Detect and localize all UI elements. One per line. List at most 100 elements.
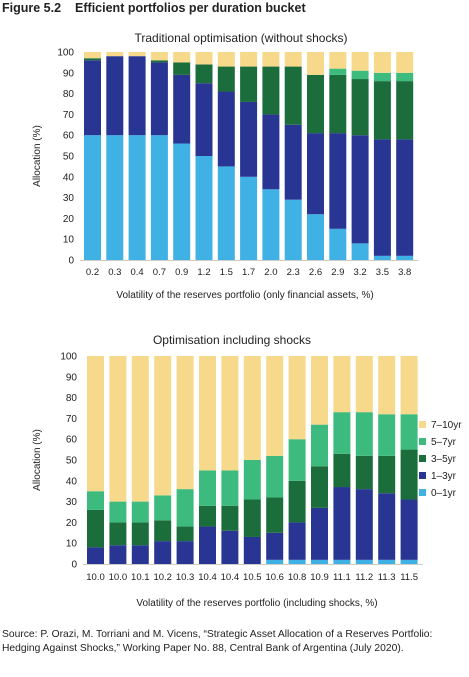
bar-segment-0-1yr <box>106 135 124 260</box>
y-tick-label: 30 <box>66 497 78 508</box>
bar-segment-7-10yr <box>351 52 369 71</box>
legend-swatch-0-1yr <box>419 489 426 496</box>
x-tick-label: 10.1 <box>131 572 150 583</box>
x-tick-label: 11.5 <box>400 572 418 583</box>
bar-segment-0-1yr <box>262 189 280 260</box>
bar-segment-7-10yr <box>173 52 191 63</box>
x-tick-label: 3.5 <box>376 267 389 278</box>
bar-segment-7-10yr <box>284 52 302 67</box>
bar-segment-1-3yr <box>243 536 261 564</box>
x-tick-label: 10.4 <box>198 572 217 583</box>
x-tick-label: 2.0 <box>264 267 277 278</box>
y-tick-label: 0 <box>68 256 74 267</box>
bar-segment-1-3yr <box>266 532 284 560</box>
y-tick-label: 50 <box>66 456 78 467</box>
x-axis-label: Volatility of the reserves portfolio (on… <box>116 290 373 301</box>
legend-label-3-5yr: 3–5yr <box>431 454 457 465</box>
x-tick-label: 10.0 <box>109 572 128 583</box>
bar-segment-0-1yr <box>400 559 418 564</box>
bar-segment-5-7yr <box>199 470 216 506</box>
bar-segment-5-7yr <box>311 424 328 467</box>
y-tick-label: 80 <box>63 89 75 100</box>
legend-swatch-7-10yr <box>419 421 426 428</box>
y-tick-label: 90 <box>66 372 78 383</box>
bar-segment-7-10yr <box>333 356 351 413</box>
bar-segment-3-5yr <box>288 480 306 523</box>
bar-segment-5-7yr <box>329 68 347 75</box>
y-tick-label: 60 <box>63 131 75 142</box>
chart-title: Optimisation including shocks <box>153 333 311 347</box>
bar-segment-7-10yr <box>154 356 172 496</box>
x-tick-label: 1.7 <box>242 267 255 278</box>
legend: 7–10yr 5–7yr 3–5yr 1–3yr 0–1yr <box>419 420 462 499</box>
bar-segment-3-5yr <box>240 66 258 102</box>
x-tick-label: 0.2 <box>86 267 99 278</box>
bar-segment-7-10yr <box>131 356 149 502</box>
x-tick-label: 10.4 <box>221 572 240 583</box>
x-tick-label: 0.9 <box>175 267 188 278</box>
bar-segment-0-1yr <box>355 559 373 564</box>
bar-segment-3-5yr <box>333 453 351 488</box>
y-axis-label: Allocation (%) <box>32 125 43 187</box>
bar-segment-7-10yr <box>396 52 414 73</box>
bar-segment-0-1yr <box>378 559 396 564</box>
bar-segment-3-5yr <box>307 74 324 134</box>
bar-segment-5-7yr <box>378 414 396 456</box>
bar-segment-7-10yr <box>307 52 324 75</box>
bar-segment-1-3yr <box>128 56 146 136</box>
chart-title: Traditional optimisation (without shocks… <box>135 31 348 45</box>
x-tick-label: 2.9 <box>331 267 344 278</box>
bar-segment-5-7yr <box>351 70 369 80</box>
bar-segment-3-5yr <box>396 81 414 140</box>
y-tick-label: 70 <box>66 414 78 425</box>
bar-segment-3-5yr <box>351 79 369 136</box>
bar-segment-5-7yr <box>288 439 306 481</box>
bar-segment-3-5yr <box>373 81 391 140</box>
bar-segment-7-10yr <box>243 356 261 460</box>
bar-segment-1-3yr <box>173 74 191 144</box>
bar-segment-7-10yr <box>373 52 391 73</box>
x-tick-label: 10.3 <box>176 572 195 583</box>
bar-segment-3-5yr <box>266 497 284 533</box>
bar-segment-1-3yr <box>333 487 351 560</box>
y-ticks: 0 10 20 30 40 50 60 70 80 90 100 <box>57 48 74 267</box>
x-tick-label: 10.8 <box>288 572 307 583</box>
bar-segment-3-5yr <box>109 522 127 546</box>
bar-segment-7-10yr <box>217 52 235 67</box>
x-tick-label: 11.2 <box>355 572 373 583</box>
bar-segment-7-10yr <box>106 52 124 57</box>
bar-segment-3-5yr <box>195 64 213 84</box>
x-tick-label: 11.3 <box>378 572 396 583</box>
bar-segment-3-5yr <box>262 66 280 115</box>
bar-segment-3-5yr <box>284 66 302 125</box>
bar-segment-5-7yr <box>109 501 127 523</box>
x-tick-label: 0.7 <box>153 267 166 278</box>
bar-segment-3-5yr <box>154 520 172 542</box>
legend-swatch-3-5yr <box>419 455 426 462</box>
bar-segment-5-7yr <box>176 489 194 527</box>
bar-segment-0-1yr <box>284 199 302 260</box>
bar-segment-3-5yr <box>173 62 191 75</box>
y-tick-label: 100 <box>57 48 74 59</box>
x-tick-label: 10.6 <box>265 572 284 583</box>
y-tick-label: 10 <box>66 539 78 550</box>
bar-segment-0-1yr <box>396 255 414 260</box>
bar-segment-1-3yr <box>87 547 104 564</box>
x-tick-label: 10.9 <box>310 572 329 583</box>
chart-with-shocks: Optimisation including shocks Allocation… <box>32 333 423 609</box>
bar-segment-5-7yr <box>355 412 373 456</box>
bar-segment-0-1yr <box>311 559 328 564</box>
bar-segment-3-5yr <box>221 505 239 531</box>
bar-segment-1-3yr <box>400 499 418 560</box>
bar-segment-0-1yr <box>373 255 391 260</box>
legend-swatch-5-7yr <box>419 438 426 445</box>
bar-segment-7-10yr <box>150 52 168 61</box>
bars <box>80 52 419 261</box>
bar-segment-3-5yr <box>150 60 168 63</box>
y-ticks: 0 10 20 30 40 50 60 70 80 90 100 <box>60 352 77 571</box>
bar-segment-5-7yr <box>373 72 391 82</box>
y-tick-label: 70 <box>63 110 75 121</box>
x-tick-label: 3.2 <box>353 267 366 278</box>
y-tick-label: 100 <box>60 352 77 363</box>
source-note: Source: P. Orazi, M. Torriani and M. Vic… <box>2 629 433 654</box>
